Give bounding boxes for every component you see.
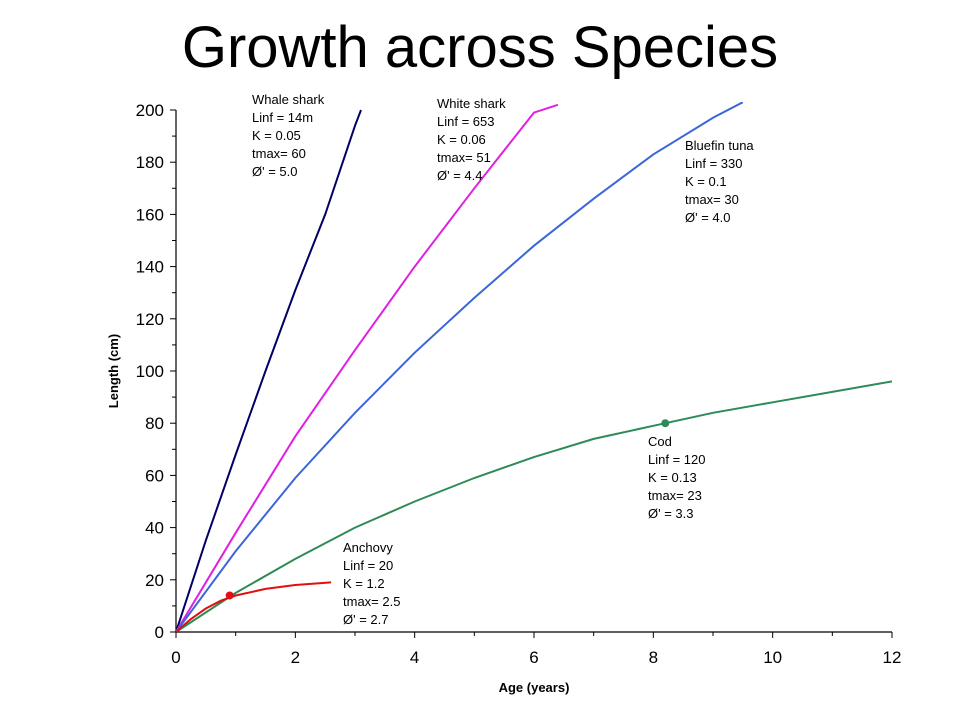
whale-shark-annotation-line: Ø' = 5.0: [252, 164, 297, 179]
cod-annotation-line: Linf = 120: [648, 452, 705, 467]
y-tick-label: 60: [145, 466, 164, 485]
cod-annotation-line: Cod: [648, 434, 672, 449]
white-shark-annotation: White shark Linf = 653 K = 0.06 tmax= 51 Ø' …: [437, 96, 506, 183]
y-tick-label: 100: [136, 362, 164, 381]
annotations: Whale shark Linf = 14m K = 0.05 tmax= 60 Ø' …: [252, 92, 754, 627]
y-tick-label: 20: [145, 571, 164, 590]
y-tick-label: 180: [136, 153, 164, 172]
x-tick-label: 4: [410, 648, 419, 667]
anchovy-annotation-line: tmax= 2.5: [343, 594, 400, 609]
anchovy-annotation-line: K = 1.2: [343, 576, 385, 591]
white-shark-annotation-line: White shark: [437, 96, 506, 111]
series-lines: [176, 102, 893, 632]
axes: 0 20 40 60 80 100 120 140 160 180 200 0 2 4 6 8 10 12 Age …: [106, 101, 901, 695]
anchovy-annotation: Anchovy Linf = 20 K = 1.2 tmax= 2.5 Ø' = 2.7: [343, 540, 400, 627]
bluefin-tuna-annotation-line: K = 0.1: [685, 174, 727, 189]
bluefin-tuna-line: [176, 102, 744, 632]
x-tick-label: 6: [529, 648, 538, 667]
y-tick-label: 120: [136, 310, 164, 329]
bluefin-tuna-annotation-line: Linf = 330: [685, 156, 742, 171]
white-shark-annotation-line: K = 0.06: [437, 132, 486, 147]
whale-shark-annotation-line: Whale shark: [252, 92, 325, 107]
white-shark-annotation-line: Ø' = 4.4: [437, 168, 482, 183]
x-tick-label: 8: [649, 648, 658, 667]
x-tick-label: 12: [883, 648, 902, 667]
bluefin-tuna-annotation: Bluefin tuna Linf = 330 K = 0.1 tmax= 30 Ø' …: [685, 138, 754, 225]
y-tick-label: 80: [145, 414, 164, 433]
y-tick-label: 140: [136, 258, 164, 277]
whale-shark-line: [176, 109, 362, 632]
white-shark-annotation-line: Linf = 653: [437, 114, 494, 129]
cod-annotation: Cod Linf = 120 K = 0.13 tmax= 23 Ø' = 3.3: [648, 434, 705, 521]
page-title: Growth across Species: [181, 15, 779, 80]
x-tick-label: 0: [171, 648, 180, 667]
x-tick-label: 10: [763, 648, 782, 667]
cod-annotation-line: K = 0.13: [648, 470, 697, 485]
bluefin-tuna-annotation-line: Bluefin tuna: [685, 138, 754, 153]
y-tick-label: 160: [136, 205, 164, 224]
anchovy-annotation-line: Linf = 20: [343, 558, 393, 573]
y-axis-label: Length (cm): [106, 334, 121, 408]
y-tick-label: 0: [155, 623, 164, 642]
cod-annotation-line: tmax= 23: [648, 488, 702, 503]
cod-marker: [661, 419, 670, 428]
white-shark-annotation-line: tmax= 51: [437, 150, 491, 165]
white-shark-line: [176, 103, 559, 632]
anchovy-annotation-line: Ø' = 2.7: [343, 612, 388, 627]
cod-line: [176, 380, 893, 632]
cod-annotation-line: Ø' = 3.3: [648, 506, 693, 521]
bluefin-tuna-annotation-line: tmax= 30: [685, 192, 739, 207]
anchovy-annotation-line: Anchovy: [343, 540, 393, 555]
bluefin-tuna-annotation-line: Ø' = 4.0: [685, 210, 730, 225]
anchovy-marker: [225, 591, 234, 600]
y-tick-label: 200: [136, 101, 164, 120]
x-axis-label: Age (years): [499, 680, 570, 695]
whale-shark-annotation-line: K = 0.05: [252, 128, 301, 143]
anchovy-line: [176, 581, 332, 632]
whale-shark-annotation-line: Linf = 14m: [252, 110, 313, 125]
x-tick-label: 2: [291, 648, 300, 667]
whale-shark-annotation-line: tmax= 60: [252, 146, 306, 161]
whale-shark-annotation: Whale shark Linf = 14m K = 0.05 tmax= 60 Ø' …: [252, 92, 325, 179]
y-tick-label: 40: [145, 519, 164, 538]
